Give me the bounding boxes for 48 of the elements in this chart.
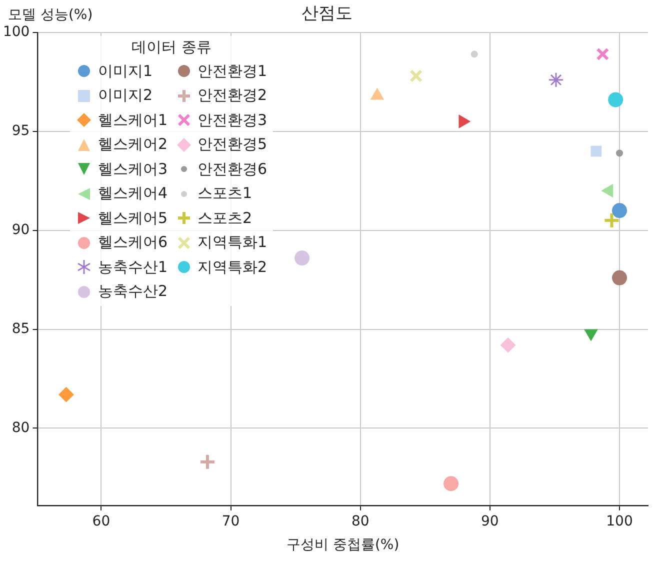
legend-label: 헬스케어4 [98, 184, 168, 204]
point [608, 92, 624, 108]
point [548, 72, 564, 88]
point [596, 48, 610, 61]
point [294, 250, 310, 266]
point [603, 212, 620, 229]
legend-label: 지역특화1 [198, 233, 268, 252]
chart-title: 산점도 [302, 4, 352, 24]
legend-label: 안전환경5 [198, 135, 268, 154]
legend-label: 이미지2 [98, 86, 153, 106]
legend-title: 데이터 종류 [130, 38, 212, 57]
point [590, 146, 602, 157]
y-tick-label: 85 [12, 320, 30, 337]
legend-label: 안전환경1 [198, 62, 268, 81]
legend-label: 헬스케어6 [98, 233, 168, 252]
legend-label: 스포츠2 [198, 208, 252, 228]
y-tick-label: 100 [2, 24, 30, 40]
point [612, 203, 627, 218]
legend-label: 헬스케어2 [98, 135, 168, 154]
point [616, 150, 623, 157]
x-tick-label: 70 [222, 513, 240, 530]
point [58, 387, 74, 402]
y-tick-label: 80 [12, 420, 30, 436]
point [612, 270, 627, 286]
y-axis-title: 모델 성능(%) [8, 6, 93, 24]
legend-label: 스포츠1 [198, 184, 252, 204]
y-tick-label: 95 [12, 122, 30, 139]
legend-label: 헬스케어5 [98, 208, 168, 228]
point [444, 476, 459, 492]
y-tick-label: 90 [12, 222, 30, 238]
point [410, 69, 423, 82]
legend-label: 안전환경2 [198, 86, 268, 106]
x-axis-title: 구성비 중첩률(%) [286, 537, 400, 554]
point [500, 338, 516, 353]
legend-label: 이미지1 [98, 62, 153, 81]
point [198, 453, 216, 470]
legend-label: 헬스케어3 [98, 160, 168, 179]
x-tick-label: 100 [606, 513, 633, 530]
legend-label: 지역특화2 [198, 258, 268, 277]
x-tick-label: 80 [351, 513, 370, 530]
point [470, 50, 478, 58]
x-tick-label: 60 [92, 513, 110, 530]
x-tick-label: 90 [481, 513, 499, 530]
legend-label: 농축수산2 [98, 282, 168, 302]
legend-label: 헬스케어1 [98, 110, 168, 130]
legend-label: 안전환경3 [198, 110, 268, 130]
legend-label: 농축수산1 [98, 258, 168, 277]
legend-label: 안전환경6 [198, 160, 268, 179]
